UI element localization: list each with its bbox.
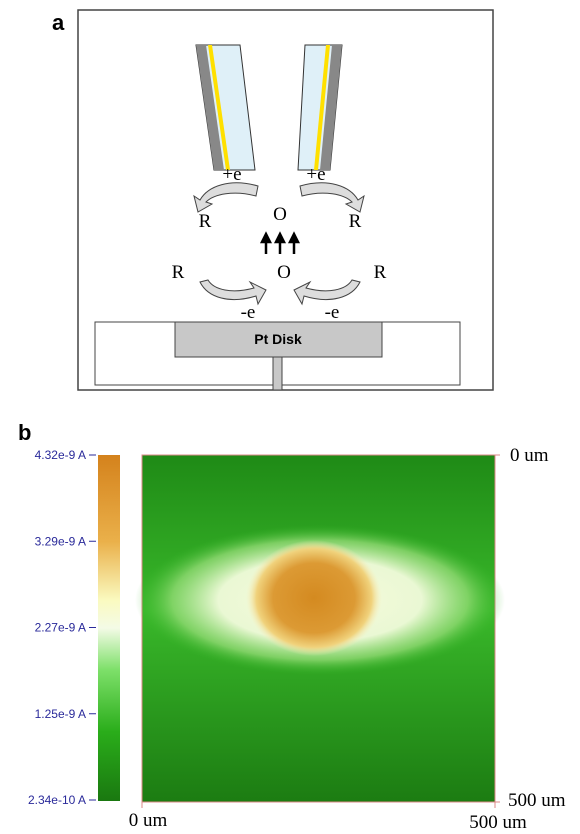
colorbar-label: 2.27e-9 A [35, 621, 86, 635]
colorbar-label: 3.29e-9 A [35, 534, 86, 548]
y-axis-label: 500 um [508, 790, 566, 811]
species-label: R [374, 262, 387, 283]
stem [273, 357, 282, 390]
species-label: R [349, 211, 362, 232]
figure: a +e +e R O R R O R -e -e Pt Disk b 4.32… [0, 0, 580, 834]
heatmap-peak [246, 540, 382, 656]
species-label: O [277, 262, 291, 283]
colorbar-ticks: 4.32e-9 A 3.29e-9 A 2.27e-9 A 1.25e-9 A 2.34… [28, 448, 96, 807]
colorbar-label: 4.32e-9 A [35, 448, 86, 462]
species-label: R [199, 211, 212, 232]
x-axis-label: 500 um [469, 812, 527, 833]
electron-label: +e [306, 164, 325, 185]
panel-label: b [18, 420, 31, 445]
colorbar [98, 455, 120, 801]
electron-label: -e [241, 302, 256, 323]
substrate-label: Pt Disk [254, 331, 302, 347]
species-label: O [273, 204, 287, 225]
colorbar-label: 1.25e-9 A [35, 707, 86, 721]
species-label: R [172, 262, 185, 283]
y-axis-label: 0 um [510, 445, 549, 466]
electron-label: +e [222, 164, 241, 185]
x-axis-label: 0 um [129, 810, 168, 831]
electron-label: -e [325, 302, 340, 323]
panel-label: a [52, 10, 65, 35]
colorbar-label: 2.34e-10 A [28, 793, 86, 807]
